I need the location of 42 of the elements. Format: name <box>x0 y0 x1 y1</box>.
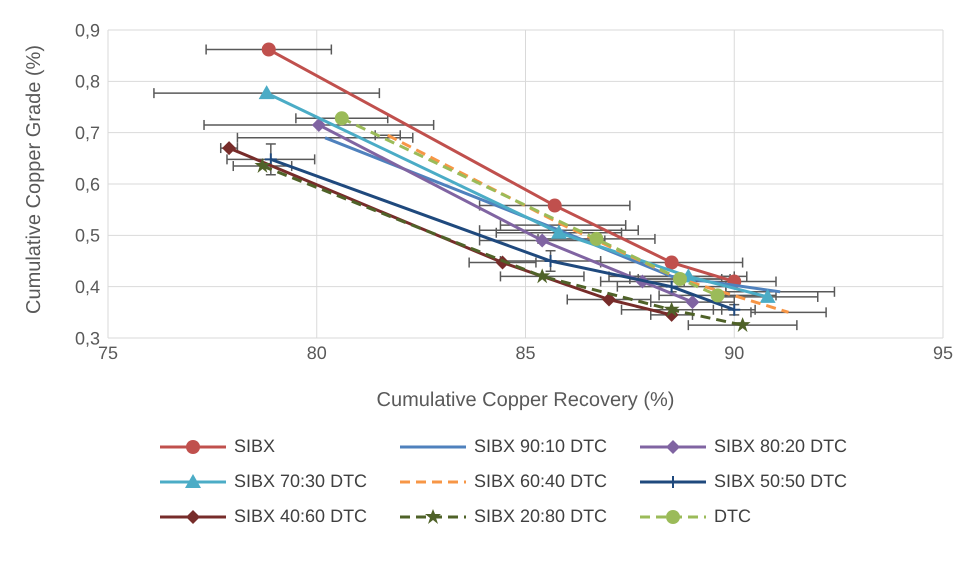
legend-label: SIBX 20:80 DTC <box>474 506 608 527</box>
y-tick-label: 0,4 <box>74 277 100 298</box>
point <box>664 256 679 270</box>
x-tick-label: 75 <box>98 342 118 363</box>
point <box>264 152 278 166</box>
point <box>672 272 687 286</box>
x-tick-label: 90 <box>724 342 744 363</box>
point <box>686 295 700 310</box>
point <box>602 292 616 306</box>
y-tick-label: 0,5 <box>74 226 100 246</box>
point <box>544 254 558 268</box>
point <box>760 288 776 303</box>
legend-label: SIBX 40:60 DTC <box>234 506 368 527</box>
x-tick-label: 80 <box>306 342 327 363</box>
point <box>334 111 349 126</box>
y-tick-label: 0,7 <box>74 123 100 144</box>
point <box>312 118 326 132</box>
legend-label: DTC <box>714 506 751 527</box>
legend-label: SIBX 90:10 DTC <box>474 436 608 457</box>
point <box>664 302 680 317</box>
point <box>535 233 550 248</box>
legend-label: SIBX 60:40 DTC <box>474 471 608 492</box>
point <box>548 198 562 213</box>
point <box>262 42 276 57</box>
x-axis-title: Cumulative Copper Recovery (%) <box>376 389 674 411</box>
legend-label: SIBX <box>234 436 276 457</box>
y-tick-label: 0,8 <box>74 72 100 92</box>
point <box>589 232 604 246</box>
legend-label: SIBX 50:50 DTC <box>714 471 848 492</box>
point <box>734 317 751 332</box>
point <box>550 224 567 239</box>
y-axis-title: Cumulative Copper Grade (%) <box>23 45 46 314</box>
x-tick-label: 95 <box>932 342 954 363</box>
line-series <box>386 134 790 314</box>
point <box>258 85 275 100</box>
y-tick-label: 0,9 <box>74 20 100 40</box>
y-tick-label: 0,6 <box>74 174 100 194</box>
legend-label: SIBX 70:30 DTC <box>234 471 368 492</box>
x-tick-label: 85 <box>515 342 536 363</box>
legend-label: SIBX 80:20 DTC <box>714 436 848 457</box>
y-tick-label: 0,3 <box>74 328 100 348</box>
point <box>254 158 270 174</box>
